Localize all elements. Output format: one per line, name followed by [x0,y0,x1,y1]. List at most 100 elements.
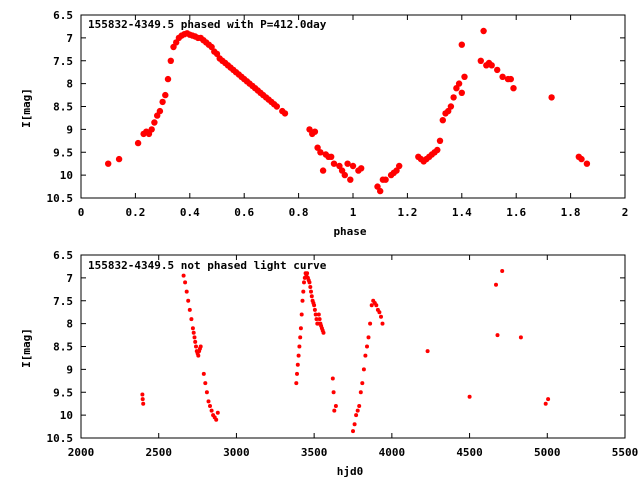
data-point [500,269,505,273]
data-points [140,269,551,434]
data-point [298,335,303,340]
data-point [201,371,206,376]
x-tick-label: 2500 [145,446,172,459]
data-point [198,344,203,349]
data-point [436,137,444,144]
x-tick-label: 1.2 [397,206,417,219]
data-point [308,285,313,289]
data-point [316,312,321,317]
y-tick-label: 10.5 [47,432,74,445]
data-point [360,381,365,386]
data-point [510,85,517,92]
data-point [209,408,214,413]
data-point [309,294,314,299]
data-point [439,117,446,124]
y-tick-label: 7.5 [53,295,73,308]
phased-light-curve-panel: 0 0.2 0.4 0.6 0.8 1 1.2 1.4 1.6 1.8 2 6.5 7 7.5 8 8.5 9… [20,9,628,238]
data-point [156,107,164,115]
data-point [355,408,360,413]
y-tick-label: 9 [66,123,73,136]
data-point [307,280,312,285]
x-tick-label: 1.6 [506,206,526,219]
data-point [330,376,335,381]
data-point [204,390,209,395]
y-axis-label: I[mag] [20,328,33,368]
data-point [349,162,357,170]
data-point [357,404,362,408]
data-point [189,317,194,322]
y-tick-label: 9 [66,363,73,376]
x-tick-labels: 0 0.2 0.4 0.6 0.8 1 1.2 1.4 1.6 1.8 2 [78,206,629,219]
data-point [192,335,197,340]
x-tick-label: 5500 [612,446,639,459]
data-point [312,303,317,308]
data-point [365,344,369,349]
data-point [330,160,338,167]
data-point [377,310,382,315]
data-point [352,422,357,427]
data-point [196,353,201,358]
data-point [140,397,145,402]
data-point [301,289,306,294]
data-point [377,187,384,195]
data-point [366,335,371,340]
data-point [363,353,368,358]
data-point [380,321,385,326]
data-point [194,344,198,349]
data-point [333,404,338,408]
data-point [317,149,324,156]
data-point [368,321,373,326]
data-point [548,94,555,101]
unphased-light-curve-panel: 2000 2500 3000 3500 4000 4500 5000 5500 6.5 7 7.5… [20,249,638,478]
data-point [314,317,319,322]
y-tick-label: 8 [66,318,73,331]
data-point [332,408,337,413]
data-point [319,167,327,174]
x-axis-label: phase [333,225,366,238]
data-point [477,57,484,64]
data-point [206,399,211,404]
data-point [105,160,112,167]
data-point [299,312,304,317]
x-tick-labels: 2000 2500 3000 3500 4000 4500 5000 5500 [68,446,639,459]
data-point [518,335,523,340]
x-tick-label: 3500 [301,446,328,459]
plot-title: 155832-4349.5 not phased light curve [88,259,327,272]
data-point [317,317,322,322]
data-point [382,176,389,183]
data-point [351,429,355,434]
data-point [494,282,498,287]
y-tick-label: 10.5 [47,192,74,205]
data-point [379,314,383,319]
data-point [183,280,188,285]
x-tick-label: 0.6 [234,206,254,219]
data-point [309,289,313,294]
x-tick-label: 1.8 [561,206,581,219]
data-point [434,146,441,154]
data-point [354,413,359,418]
data-point [331,390,336,395]
y-tick-label: 10 [60,409,73,422]
data-point [467,394,472,399]
data-point [134,139,142,147]
data-point [583,160,591,167]
data-point [115,155,123,163]
data-point [186,298,191,303]
data-point [214,417,219,422]
data-point [300,298,305,303]
data-point [328,153,335,160]
data-point [296,353,301,358]
data-point [361,367,366,372]
x-tick-label: 2000 [68,446,95,459]
y-tick-label: 8.5 [53,101,73,114]
y-tick-label: 8.5 [53,341,73,354]
data-point [167,57,174,64]
data-point [358,390,363,395]
data-point [151,119,158,126]
data-point [184,289,189,294]
data-point [302,280,306,285]
y-tick-labels: 6.5 7 7.5 8 8.5 9 9.5 10 10.5 [47,9,74,205]
y-tick-label: 9.5 [53,146,73,159]
data-points [105,27,591,195]
